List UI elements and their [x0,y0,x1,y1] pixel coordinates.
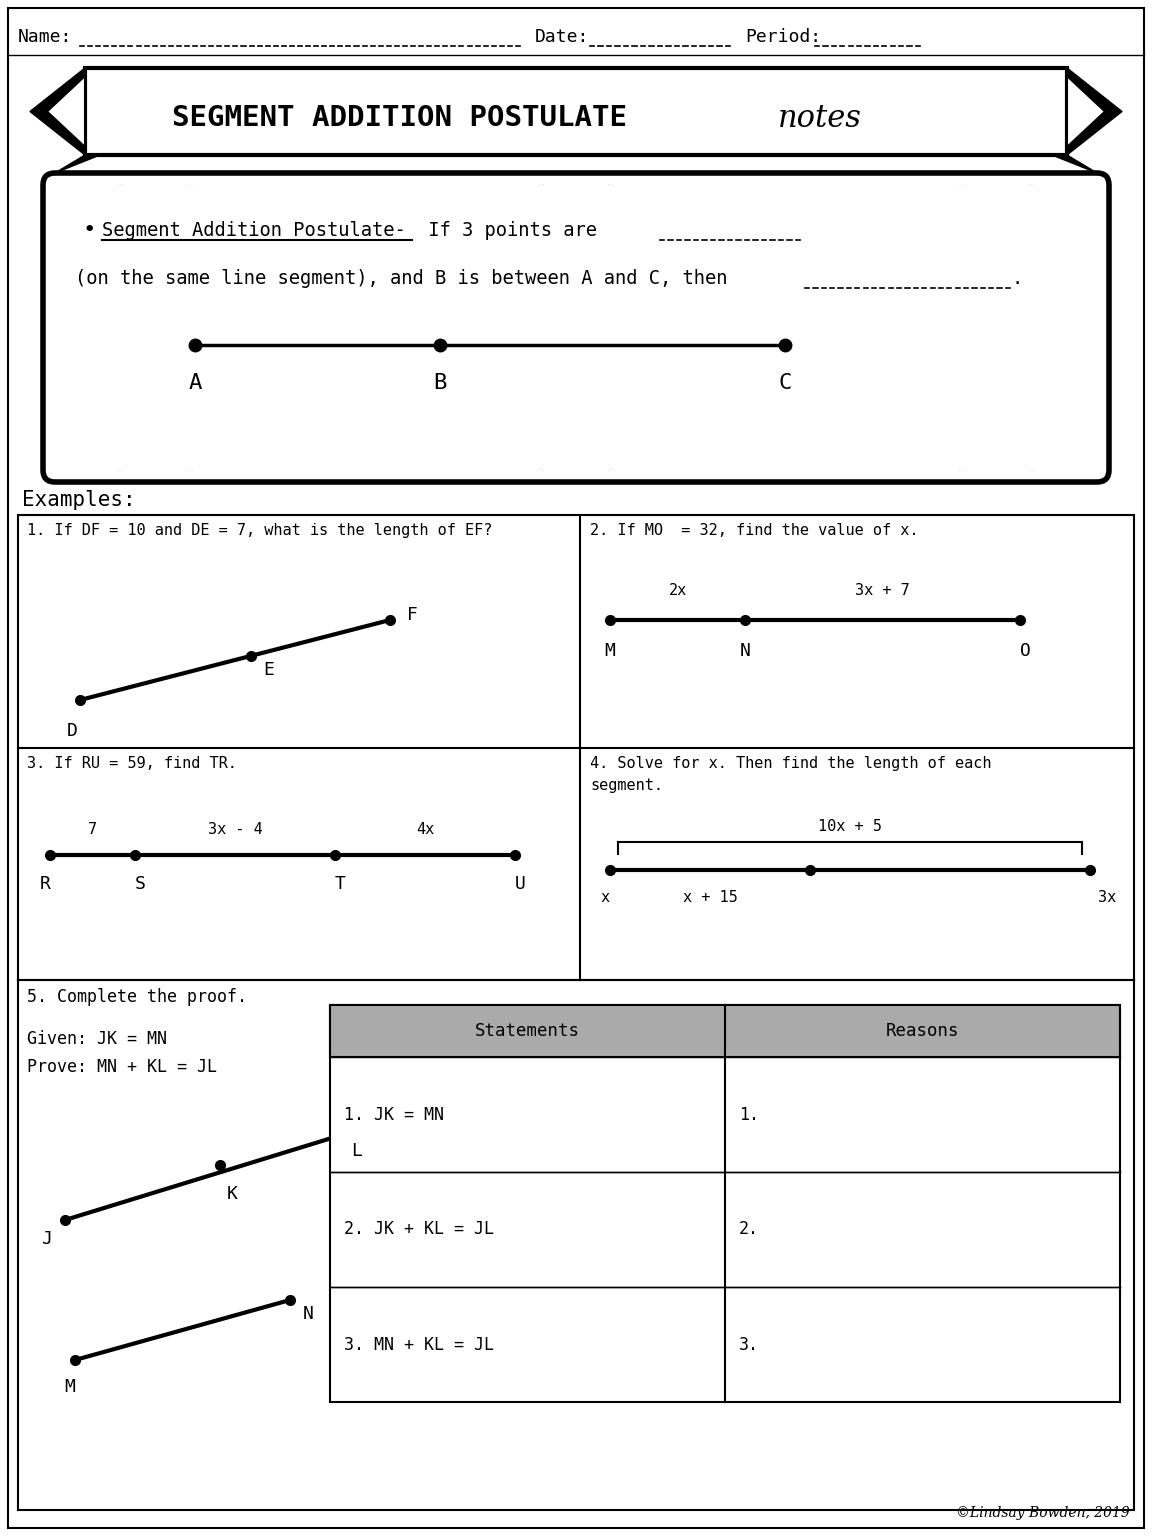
Text: Reasons: Reasons [886,1021,960,1040]
Text: F: F [407,607,417,624]
Text: Given: JK = MN: Given: JK = MN [26,1031,167,1048]
Text: 1.: 1. [738,1106,759,1123]
Text: Statements: Statements [475,1021,579,1040]
Text: S: S [135,876,145,892]
Text: 3x: 3x [1098,889,1116,905]
FancyBboxPatch shape [329,1005,1120,1057]
Text: Name:: Name: [18,28,73,46]
FancyBboxPatch shape [329,1005,1120,1402]
Text: Date:: Date: [535,28,590,46]
Text: 1. JK = MN: 1. JK = MN [344,1106,444,1123]
Text: Period:: Period: [745,28,821,46]
Text: E: E [263,660,274,679]
Text: A: A [188,373,202,393]
Polygon shape [1067,75,1105,147]
Text: N: N [740,642,750,660]
Text: 2. JK + KL = JL: 2. JK + KL = JL [344,1221,494,1238]
Text: L: L [351,1141,363,1160]
Text: 3.: 3. [738,1335,759,1353]
Text: M: M [605,642,615,660]
Text: 3x - 4: 3x - 4 [207,822,263,837]
Text: N: N [303,1306,313,1322]
Text: notes: notes [778,103,862,134]
Text: (on the same line segment), and B is between A and C, then: (on the same line segment), and B is bet… [75,269,728,287]
Text: If 3 points are: If 3 points are [417,221,597,240]
FancyBboxPatch shape [8,8,1144,1528]
Text: C: C [779,373,791,393]
Text: U: U [515,876,525,892]
Text: 2. If MO  = 32, find the value of x.: 2. If MO = 32, find the value of x. [590,522,918,538]
Polygon shape [55,155,100,174]
Text: Segment Addition Postulate-: Segment Addition Postulate- [103,221,406,240]
Text: T: T [334,876,346,892]
Text: ©Lindsay Bowden, 2019: ©Lindsay Bowden, 2019 [956,1505,1130,1521]
Polygon shape [30,68,85,155]
Text: .: . [1011,269,1023,287]
Polygon shape [1052,155,1097,174]
Text: 4. Solve for x. Then find the length of each: 4. Solve for x. Then find the length of … [590,756,992,771]
Text: J: J [41,1230,53,1247]
Text: 2.: 2. [738,1221,759,1238]
Polygon shape [47,75,85,147]
Text: 10x + 5: 10x + 5 [818,819,882,834]
Text: 3. MN + KL = JL: 3. MN + KL = JL [344,1335,494,1353]
Text: 1. If DF = 10 and DE = 7, what is the length of EF?: 1. If DF = 10 and DE = 7, what is the le… [26,522,492,538]
Text: 3x + 7: 3x + 7 [855,584,910,598]
Text: SEGMENT ADDITION POSTULATE: SEGMENT ADDITION POSTULATE [173,104,628,132]
Text: x: x [600,889,609,905]
Text: D: D [67,722,77,740]
Text: O: O [1020,642,1030,660]
Text: x + 15: x + 15 [683,889,737,905]
Text: 3. If RU = 59, find TR.: 3. If RU = 59, find TR. [26,756,237,771]
Text: M: M [65,1378,75,1396]
Text: 5. Complete the proof.: 5. Complete the proof. [26,988,247,1006]
Text: R: R [39,876,51,892]
Text: •: • [82,220,96,240]
FancyBboxPatch shape [85,68,1067,155]
Text: Examples:: Examples: [22,490,136,510]
FancyBboxPatch shape [43,174,1109,482]
Text: segment.: segment. [590,779,664,793]
Text: 4x: 4x [416,822,434,837]
Text: B: B [433,373,447,393]
Text: 2x: 2x [668,584,687,598]
Text: 7: 7 [88,822,97,837]
Text: K: K [227,1184,237,1203]
Polygon shape [1067,68,1122,155]
Text: Prove: MN + KL = JL: Prove: MN + KL = JL [26,1058,217,1077]
